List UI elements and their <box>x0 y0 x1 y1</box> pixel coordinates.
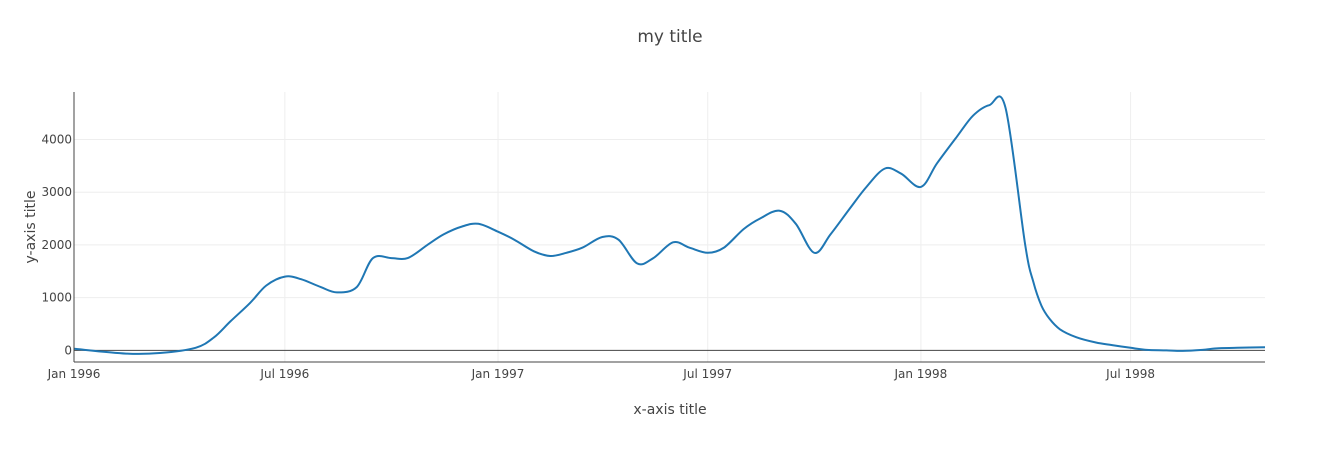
tick-layer: Jan 1996 Jul 1996 Jan 1997 Jul 1997 Jan 1998… <box>41 132 1155 381</box>
x-tick-label: Jan 1997 <box>471 367 525 381</box>
y-tick-label: 4000 <box>41 132 72 146</box>
y-tick-label: 3000 <box>41 185 72 199</box>
series-line <box>73 95 1266 355</box>
chart-title: my title <box>637 27 702 47</box>
x-tick-label: Jul 1996 <box>259 367 309 381</box>
x-axis-title: x-axis title <box>633 402 706 418</box>
series-layer <box>73 95 1266 355</box>
x-tick-label: Jan 1998 <box>893 367 947 381</box>
y-tick-label: 1000 <box>41 291 72 305</box>
grid-layer <box>74 92 1265 362</box>
y-tick-label: 2000 <box>41 238 72 252</box>
y-axis-title: y-axis title <box>23 191 39 264</box>
axis-layer <box>73 92 1265 363</box>
x-tick-label: Jul 1998 <box>1105 367 1155 381</box>
x-tick-label: Jul 1997 <box>682 367 732 381</box>
x-tick-label: Jan 1996 <box>47 367 101 381</box>
y-tick-label: 0 <box>64 343 72 357</box>
